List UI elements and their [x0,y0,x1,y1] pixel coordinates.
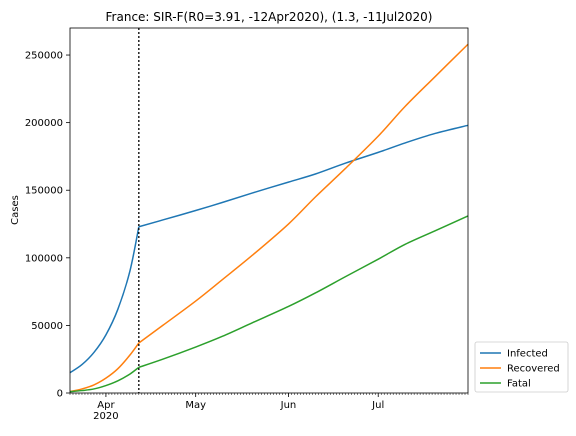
legend-box [474,341,569,393]
x-tick-sublabel: 2020 [93,411,118,422]
y-axis-label: Cases [10,195,21,225]
legend: Infected Recovered Fatal [474,341,569,393]
series-line-recovered [69,342,140,393]
y-tick-label: 0 [57,389,63,400]
legend-label: Recovered [507,364,560,375]
y-tick-label: 100000 [25,253,63,264]
series-line-fatal [69,366,140,393]
chart-title: France: SIR-F(R0=3.91, -12Apr2020), (1.3… [106,10,433,24]
x-tick-label: May [185,400,206,411]
y-tick-label: 250000 [25,51,63,62]
legend-label: Fatal [507,379,531,390]
series-line-infected [138,124,469,228]
x-tick-label: Apr [97,400,115,411]
plot-frame [69,27,469,394]
y-tick-label: 50000 [31,321,63,332]
series-line-fatal [138,215,469,369]
x-tick-label: Jul [371,400,384,411]
y-tick-label: 150000 [25,186,63,197]
series-line-recovered [138,43,469,344]
y-tick-label: 200000 [25,118,63,129]
series-line-infected [69,226,140,374]
x-tick-label: Jun [280,400,297,411]
legend-label: Infected [507,349,548,360]
x-axis: Apr2020 May Jun Jul [69,393,469,422]
series-layer [69,43,469,393]
y-axis: 0 50000 100000 150000 200000 250000 [25,51,70,400]
